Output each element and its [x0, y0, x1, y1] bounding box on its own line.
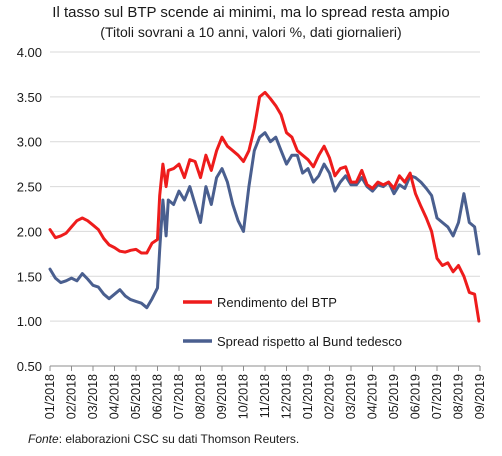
x-tick-label: 03/2018 [86, 374, 100, 419]
source-note: Fonte: elaborazioni CSC su dati Thomson … [28, 432, 299, 446]
y-tick-label: 0.50 [17, 359, 42, 374]
x-tick-label: 07/2018 [172, 374, 186, 419]
y-tick-label: 4.00 [17, 45, 42, 60]
x-tick-label: 06/2019 [409, 374, 423, 419]
x-tick-label: 02/2018 [65, 374, 79, 419]
x-tick-label: 12/2018 [280, 374, 294, 419]
x-tick-label: 08/2018 [194, 374, 208, 419]
x-tick-label: 02/2019 [323, 374, 337, 419]
x-tick-label: 01/2019 [301, 374, 315, 419]
x-tick-label: 08/2019 [452, 374, 466, 419]
legend-label: Rendimento del BTP [217, 295, 337, 310]
x-tick-label: 11/2018 [258, 374, 272, 418]
legend-label: Spread rispetto al Bund tedesco [217, 334, 402, 349]
x-tick-label: 06/2018 [151, 374, 165, 419]
x-tick-label: 05/2018 [129, 374, 143, 419]
x-tick-label: 09/2019 [473, 374, 487, 419]
series-line [48, 131, 481, 310]
source-label: Fonte [28, 432, 59, 446]
x-tick-label: 04/2018 [108, 374, 122, 419]
x-tick-label: 09/2018 [215, 374, 229, 419]
y-tick-label: 1.00 [17, 314, 42, 329]
source-text: : elaborazioni CSC su dati Thomson Reute… [58, 432, 300, 446]
x-tick-label: 04/2019 [366, 374, 380, 419]
chart-title: Il tasso sul BTP scende ai minimi, ma lo… [52, 4, 450, 21]
series-line [48, 90, 481, 323]
x-tick-label: 05/2019 [387, 374, 401, 419]
x-tick-label: 01/2018 [43, 374, 57, 419]
x-tick-label: 07/2019 [430, 374, 444, 419]
y-tick-label: 2.50 [17, 180, 42, 195]
y-tick-label: 3.00 [17, 135, 42, 150]
y-tick-label: 1.50 [17, 269, 42, 284]
y-tick-label: 2.00 [17, 224, 42, 239]
y-tick-label: 3.50 [17, 90, 42, 105]
x-tick-label: 03/2019 [344, 374, 358, 419]
x-tick-label: 10/2018 [237, 374, 251, 419]
chart-subtitle: (Titoli sovrani a 10 anni, valori %, dat… [100, 24, 402, 40]
